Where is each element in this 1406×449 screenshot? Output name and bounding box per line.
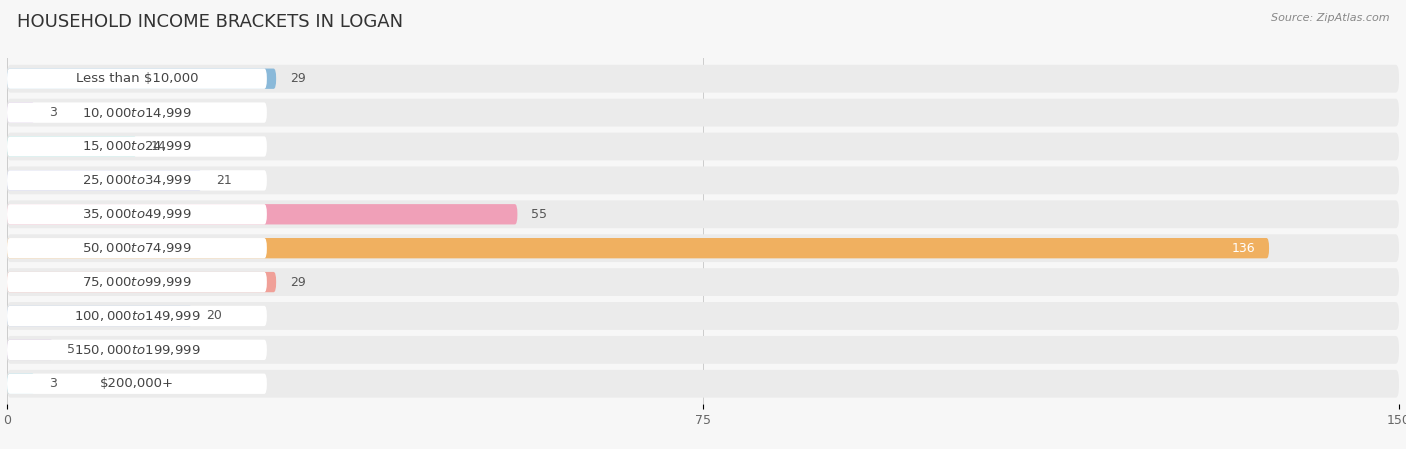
Text: $15,000 to $24,999: $15,000 to $24,999 <box>82 140 191 154</box>
Text: $150,000 to $199,999: $150,000 to $199,999 <box>73 343 200 357</box>
FancyBboxPatch shape <box>7 132 1399 160</box>
FancyBboxPatch shape <box>7 102 267 123</box>
FancyBboxPatch shape <box>7 272 267 292</box>
FancyBboxPatch shape <box>7 370 1399 398</box>
Text: $10,000 to $14,999: $10,000 to $14,999 <box>82 106 191 119</box>
Text: 14: 14 <box>150 140 167 153</box>
FancyBboxPatch shape <box>7 272 276 292</box>
Text: Source: ZipAtlas.com: Source: ZipAtlas.com <box>1271 13 1389 23</box>
Text: 3: 3 <box>49 377 56 390</box>
Text: 136: 136 <box>1232 242 1256 255</box>
FancyBboxPatch shape <box>7 302 1399 330</box>
Text: 55: 55 <box>531 208 547 221</box>
FancyBboxPatch shape <box>7 170 202 190</box>
FancyBboxPatch shape <box>7 69 267 89</box>
FancyBboxPatch shape <box>7 340 267 360</box>
Text: 29: 29 <box>290 276 307 289</box>
FancyBboxPatch shape <box>7 167 1399 194</box>
Text: $50,000 to $74,999: $50,000 to $74,999 <box>82 241 191 255</box>
Text: 5: 5 <box>67 343 76 357</box>
FancyBboxPatch shape <box>7 102 35 123</box>
Text: $75,000 to $99,999: $75,000 to $99,999 <box>82 275 191 289</box>
FancyBboxPatch shape <box>7 374 35 394</box>
Text: 29: 29 <box>290 72 307 85</box>
FancyBboxPatch shape <box>7 374 267 394</box>
FancyBboxPatch shape <box>7 340 53 360</box>
FancyBboxPatch shape <box>7 336 1399 364</box>
FancyBboxPatch shape <box>7 170 267 190</box>
FancyBboxPatch shape <box>7 136 136 157</box>
Text: $200,000+: $200,000+ <box>100 377 174 390</box>
FancyBboxPatch shape <box>7 99 1399 127</box>
FancyBboxPatch shape <box>7 238 267 258</box>
FancyBboxPatch shape <box>7 238 1270 258</box>
FancyBboxPatch shape <box>7 234 1399 262</box>
FancyBboxPatch shape <box>7 200 1399 228</box>
Text: $100,000 to $149,999: $100,000 to $149,999 <box>73 309 200 323</box>
FancyBboxPatch shape <box>7 306 193 326</box>
FancyBboxPatch shape <box>7 69 276 89</box>
Text: HOUSEHOLD INCOME BRACKETS IN LOGAN: HOUSEHOLD INCOME BRACKETS IN LOGAN <box>17 13 404 31</box>
FancyBboxPatch shape <box>7 204 517 224</box>
Text: $25,000 to $34,999: $25,000 to $34,999 <box>82 173 191 187</box>
FancyBboxPatch shape <box>7 306 267 326</box>
Text: 21: 21 <box>217 174 232 187</box>
FancyBboxPatch shape <box>7 65 1399 92</box>
Text: Less than $10,000: Less than $10,000 <box>76 72 198 85</box>
Text: $35,000 to $49,999: $35,000 to $49,999 <box>82 207 191 221</box>
Text: 3: 3 <box>49 106 56 119</box>
Text: 20: 20 <box>207 309 222 322</box>
FancyBboxPatch shape <box>7 204 267 224</box>
FancyBboxPatch shape <box>7 268 1399 296</box>
FancyBboxPatch shape <box>7 136 267 157</box>
